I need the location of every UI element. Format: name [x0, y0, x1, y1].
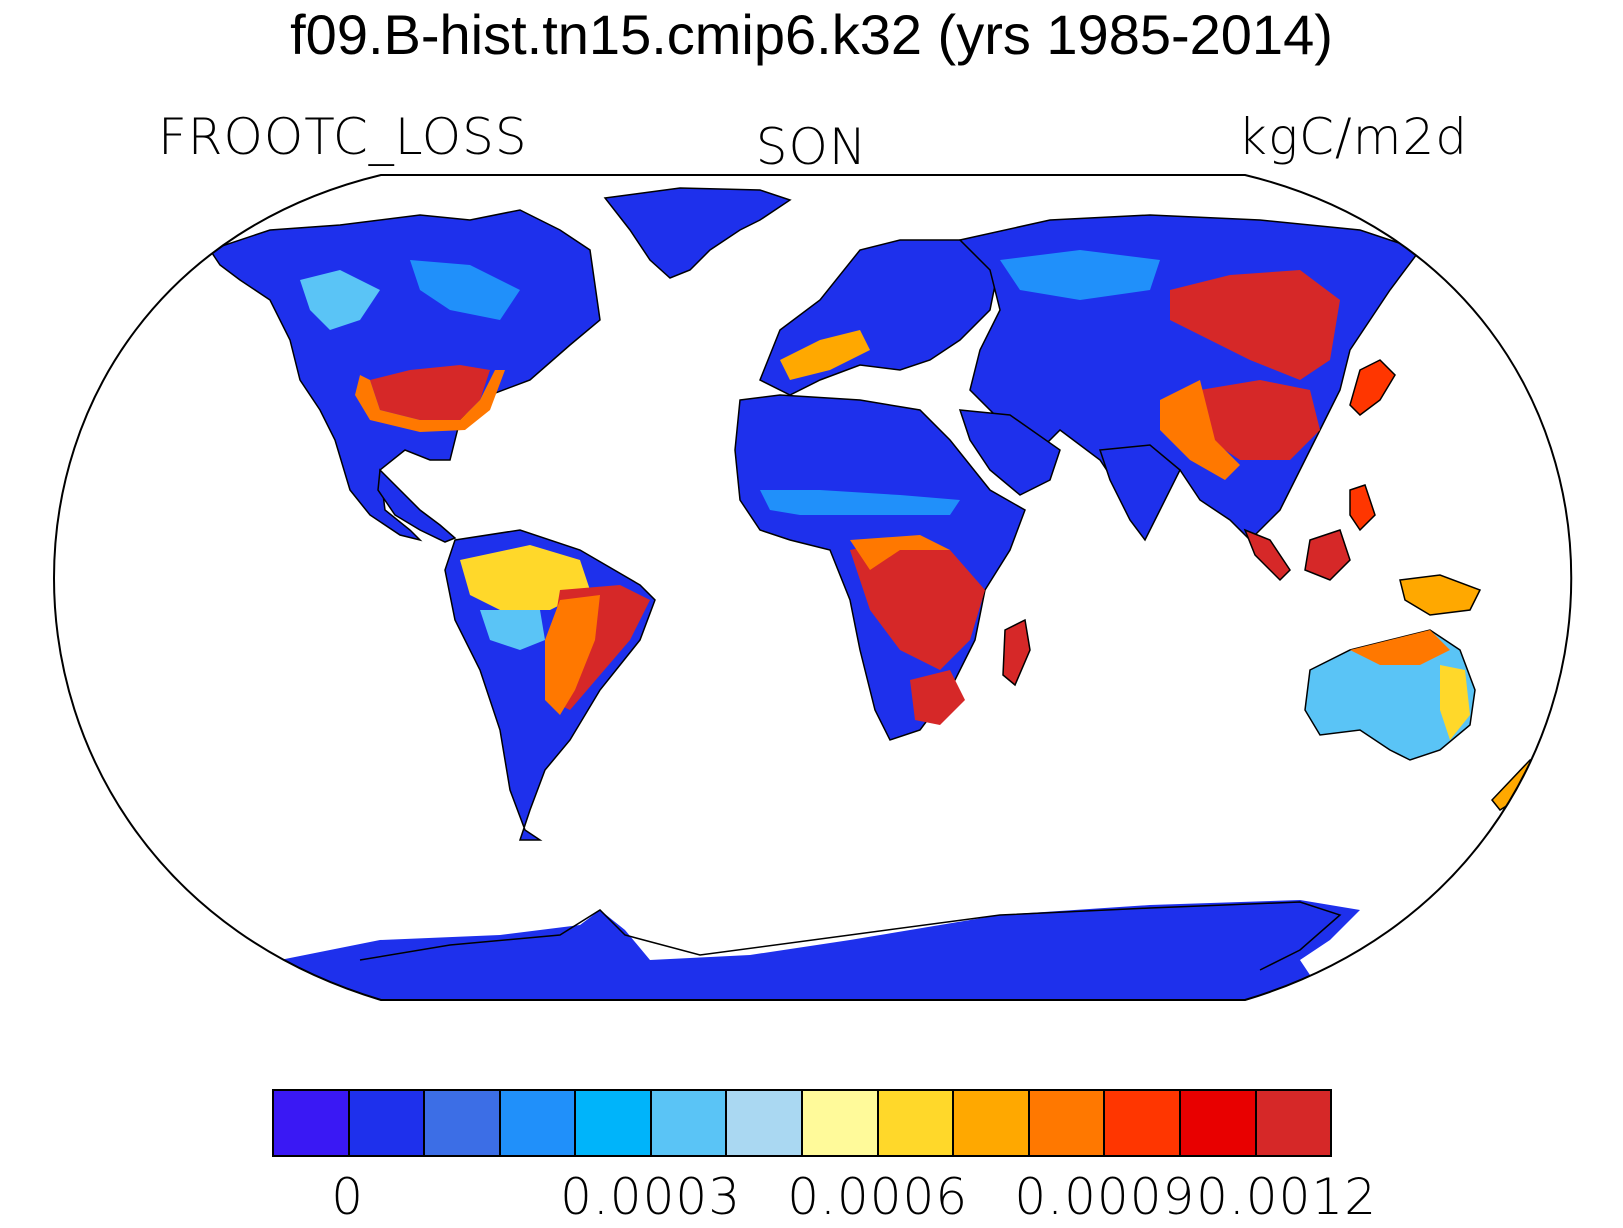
asia-red-north — [1170, 270, 1340, 380]
na-hotspot-ring — [355, 370, 505, 432]
sa-light — [480, 610, 545, 650]
colorbar — [272, 1089, 1332, 1157]
madagascar — [1002, 618, 1031, 687]
colorbar-cell — [274, 1091, 348, 1155]
japan — [1349, 359, 1396, 416]
colorbar-cell — [1178, 1091, 1255, 1155]
colorbar-cell — [1027, 1091, 1104, 1155]
na-light — [300, 270, 380, 330]
colorbar-cell — [952, 1091, 1028, 1155]
colorbar-tick-label: 0.0003 — [560, 1168, 742, 1226]
colorbar-ticks: 0 0.0003 0.0006 0.0009 0.0012 — [0, 1168, 1623, 1228]
colorbar-cell — [574, 1091, 650, 1155]
na-hotspot-east — [370, 365, 490, 420]
colorbar-cell — [1103, 1091, 1179, 1155]
colorbar-cell — [423, 1091, 499, 1155]
map-outline — [53, 174, 1573, 1001]
world-map — [53, 174, 1573, 1001]
antarctica — [270, 900, 1360, 1000]
colorbar-cell — [649, 1091, 726, 1155]
asia-red-south — [1200, 380, 1320, 460]
na-light2 — [410, 260, 520, 320]
new-guinea — [1399, 574, 1482, 616]
colorbar-cell — [498, 1091, 575, 1155]
colorbar-cell — [876, 1091, 953, 1155]
antarctica-coast — [359, 901, 1342, 971]
colorbar-tick-label: 0.0012 — [1196, 1168, 1378, 1226]
colorbar-tick-label: 0 — [331, 1168, 365, 1226]
units-label: kgC/m2d — [1238, 108, 1468, 166]
season-label: SON — [755, 118, 868, 176]
philippines — [1349, 484, 1376, 532]
colorbar-cell — [725, 1091, 802, 1155]
colorbar-tick-label: 0.0006 — [787, 1168, 969, 1226]
central-america — [377, 468, 457, 543]
af-orange — [850, 535, 950, 570]
sa-orange — [545, 595, 600, 715]
aus-east — [1440, 665, 1470, 740]
borneo — [1304, 529, 1351, 581]
colorbar-tick-label: 0.0009 — [1014, 1168, 1196, 1226]
arabia — [958, 409, 1061, 496]
colorbar-cell — [801, 1091, 877, 1155]
asia-orange — [1160, 380, 1240, 480]
eu-orange — [780, 330, 870, 380]
greenland — [603, 187, 792, 279]
map-title: f09.B-hist.tn15.cmip6.k32 (yrs 1985-2014… — [290, 3, 1333, 66]
colorbar-cell — [347, 1091, 424, 1155]
af-south-red — [910, 670, 965, 725]
af-sahel — [760, 490, 960, 515]
india — [1098, 444, 1181, 542]
sa-yellow — [460, 545, 590, 610]
sumatra — [1243, 528, 1291, 582]
af-red — [850, 540, 985, 670]
colorbar-cell — [1254, 1091, 1331, 1155]
variable-label: FROOTC_LOSS — [158, 108, 528, 166]
aus-north — [1350, 630, 1450, 665]
land-fields — [208, 187, 1550, 1000]
australia — [1304, 629, 1476, 761]
asia-light — [1000, 250, 1160, 300]
